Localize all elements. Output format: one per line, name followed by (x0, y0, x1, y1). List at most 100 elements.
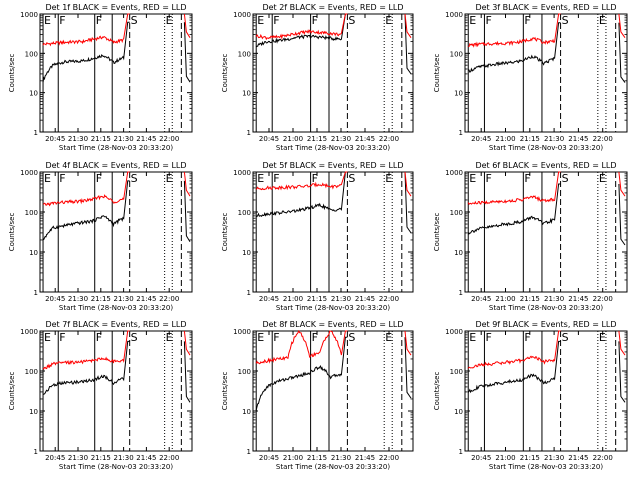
event-marker-label: F (485, 14, 491, 27)
y-axis-label: Counts/sec (221, 213, 229, 252)
x-axis-label: Start Time (28-Nov-03 20:33:20) (59, 463, 173, 471)
plot-frame (39, 171, 193, 293)
x-tick-label: 21:00 (495, 454, 515, 462)
series-tail-events (404, 337, 412, 399)
panel-det-9: Det 9f BLACK = Events, RED = LLD 1 10 100 10… (433, 320, 628, 471)
x-axis-label: Start Time (28-Nov-03 20:33:20) (276, 144, 390, 152)
x-axis-label: Start Time (28-Nov-03 20:33:20) (489, 144, 603, 152)
x-tick-label: 21:15 (91, 454, 111, 462)
panel-det-2: Det 2f BLACK = Events, RED = LLD 1 10 100 10… (221, 3, 414, 152)
series-line-lld (42, 13, 130, 47)
y-tick-label: 100 (238, 50, 251, 58)
panel-title: Det 1f BLACK = Events, RED = LLD (45, 3, 186, 12)
y-tick-label: 100 (25, 50, 38, 58)
series-tail-lld (183, 330, 191, 356)
event-marker-label: F (273, 331, 279, 344)
series-tail-events (404, 171, 412, 234)
x-tick-label: 21:15 (520, 454, 540, 462)
x-tick-label: 20:45 (471, 454, 491, 462)
panel-title: Det 2f BLACK = Events, RED = LLD (262, 3, 403, 12)
series-line-events (468, 22, 561, 73)
series-line-lld (255, 171, 348, 191)
series-line-lld (42, 171, 130, 207)
event-marker-label: F (273, 172, 279, 185)
x-tick-label: 22:00 (159, 135, 179, 143)
x-tick-label: 20:45 (45, 454, 65, 462)
y-axis-label: Counts/sec (221, 372, 229, 411)
panel-title: Det 8f BLACK = Events, RED = LLD (262, 320, 403, 329)
series-tail-events (618, 183, 626, 246)
y-tick-label: 10 (454, 249, 463, 257)
x-tick-label: 21:45 (355, 454, 375, 462)
y-tick-label: 100 (25, 368, 38, 376)
event-marker-label: E (166, 172, 173, 185)
x-tick-label: 21:45 (355, 135, 375, 143)
event-marker-label: S (562, 172, 569, 185)
plot-frame (464, 330, 628, 452)
x-tick-label: 21:45 (568, 454, 588, 462)
x-axis-label: Start Time (28-Nov-03 20:33:20) (276, 304, 390, 312)
y-tick-label: 10 (29, 90, 38, 98)
x-axis-label: Start Time (28-Nov-03 20:33:20) (59, 304, 173, 312)
y-tick-label: 1 (247, 448, 251, 456)
panel-title: Det 5f BLACK = Events, RED = LLD (262, 161, 403, 170)
event-marker-label: E (257, 14, 264, 27)
x-axis-label: Start Time (28-Nov-03 20:33:20) (59, 144, 173, 152)
x-tick-label: 21:30 (68, 295, 88, 303)
series-tail-events (183, 341, 191, 403)
event-marker-label: F (312, 172, 318, 185)
event-marker-label: E (385, 331, 392, 344)
series-line-events (42, 21, 130, 83)
panel-title: Det 9f BLACK = Events, RED = LLD (475, 320, 616, 329)
series-line-lld (467, 330, 561, 369)
y-axis-label: Counts/sec (433, 213, 441, 252)
x-tick-label: 21:45 (568, 135, 588, 143)
event-marker-label: E (599, 172, 606, 185)
x-tick-label: 20:45 (259, 135, 279, 143)
x-tick-label: 21:15 (307, 135, 327, 143)
event-marker-label: E (385, 14, 392, 27)
x-axis-label: Start Time (28-Nov-03 20:33:20) (489, 463, 603, 471)
event-marker-label: S (562, 14, 569, 27)
event-marker-label: F (59, 331, 65, 344)
series-tail-events (183, 22, 191, 83)
x-tick-label: 21:00 (283, 295, 303, 303)
x-axis-label: Start Time (28-Nov-03 20:33:20) (276, 463, 390, 471)
event-marker-label: E (469, 172, 476, 185)
series-tail-lld (404, 171, 412, 197)
y-tick-label: 1000 (20, 169, 38, 177)
event-marker-label: E (469, 331, 476, 344)
y-tick-label: 100 (238, 368, 251, 376)
panel-det-8: Det 8f BLACK = Events, RED = LLD 1 10 100 10… (221, 320, 414, 471)
plot-frame (464, 171, 628, 293)
event-marker-label: F (96, 172, 102, 185)
event-marker-label: F (524, 14, 530, 27)
series-tail-events (183, 180, 191, 243)
y-axis-label: Counts/sec (8, 54, 16, 93)
series-tail-lld (183, 13, 191, 38)
event-marker-label: S (131, 331, 138, 344)
y-tick-label: 1000 (20, 11, 38, 19)
event-marker-label: F (59, 172, 65, 185)
event-marker-label: E (385, 172, 392, 185)
panel-det-6: Det 6f BLACK = Events, RED = LLD 1 10 100 10… (433, 161, 628, 312)
y-tick-label: 1000 (233, 11, 251, 19)
x-tick-label: 21:45 (136, 135, 156, 143)
series-line-events (255, 13, 348, 48)
series-line-events (43, 340, 130, 395)
y-axis-label: Counts/sec (221, 54, 229, 93)
x-tick-label: 21:30 (114, 454, 134, 462)
event-marker-label: E (257, 172, 264, 185)
x-tick-label: 21:15 (520, 295, 540, 303)
plot-frame (464, 13, 628, 133)
x-tick-label: 22:00 (379, 295, 399, 303)
event-marker-label: F (485, 172, 491, 185)
event-marker-label: E (44, 14, 51, 27)
x-tick-label: 20:45 (471, 135, 491, 143)
plot-frame (252, 171, 414, 293)
x-tick-label: 20:45 (45, 135, 65, 143)
x-tick-label: 20:45 (45, 295, 65, 303)
y-tick-label: 10 (29, 249, 38, 257)
event-marker-label: S (131, 14, 138, 27)
series-line-events (467, 340, 561, 394)
